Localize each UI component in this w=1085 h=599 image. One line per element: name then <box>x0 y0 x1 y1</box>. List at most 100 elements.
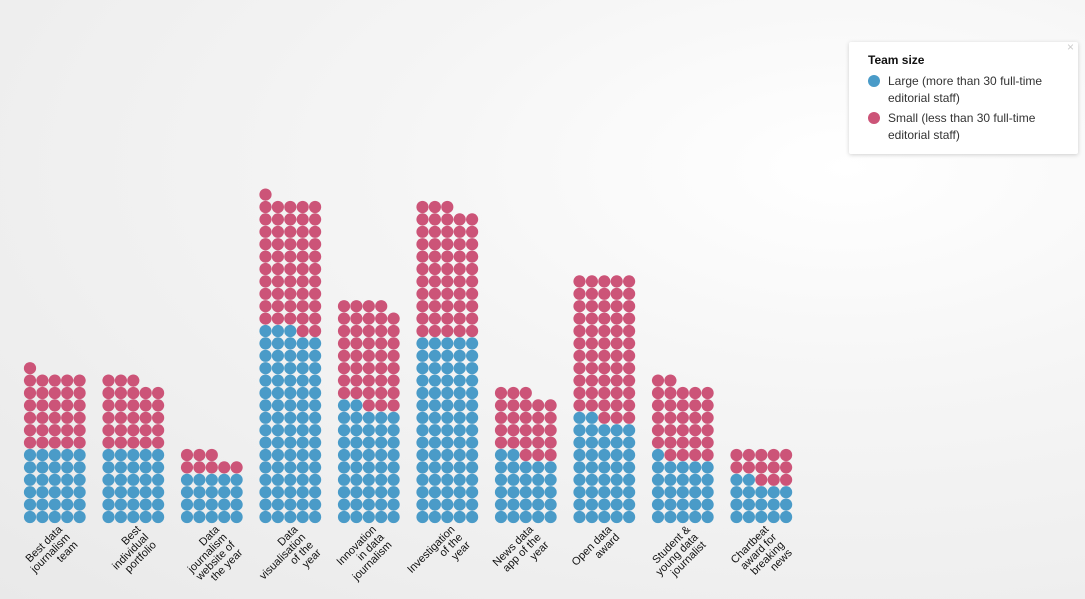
dot-small[interactable] <box>375 399 388 412</box>
dot-large[interactable] <box>259 461 272 474</box>
dot-small[interactable] <box>585 324 599 338</box>
dot-small[interactable] <box>428 238 441 251</box>
dot-large[interactable] <box>230 498 243 511</box>
dot-small[interactable] <box>610 287 623 300</box>
dot-large[interactable] <box>416 498 429 511</box>
dot-large[interactable] <box>152 448 165 462</box>
dot-large[interactable] <box>350 399 363 412</box>
dot-small[interactable] <box>453 262 466 276</box>
dot-large[interactable] <box>309 436 322 449</box>
dot-large[interactable] <box>428 374 441 387</box>
dot-large[interactable] <box>664 473 677 486</box>
dot-large[interactable] <box>507 461 520 474</box>
dot-large[interactable] <box>598 510 611 524</box>
dot-large[interactable] <box>453 411 466 424</box>
dot-small[interactable] <box>102 436 115 449</box>
dot-large[interactable] <box>350 448 363 462</box>
dot-large[interactable] <box>61 510 74 524</box>
dot-large[interactable] <box>453 362 466 375</box>
dot-large[interactable] <box>259 424 272 437</box>
dot-small[interactable] <box>573 386 586 400</box>
dot-large[interactable] <box>507 473 520 486</box>
dot-large[interactable] <box>573 436 586 449</box>
dot-small[interactable] <box>271 275 284 288</box>
column-news-data-app-of-the-year[interactable] <box>494 386 557 524</box>
dot-large[interactable] <box>296 424 309 437</box>
dot-large[interactable] <box>296 349 309 362</box>
dot-large[interactable] <box>139 473 152 486</box>
dot-large[interactable] <box>36 473 49 486</box>
dot-large[interactable] <box>623 498 636 511</box>
dot-small[interactable] <box>585 275 599 288</box>
dot-small[interactable] <box>494 424 508 437</box>
dot-small[interactable] <box>585 349 599 362</box>
column-data-journalism-website-of-the-year[interactable] <box>180 448 243 524</box>
dot-small[interactable] <box>259 275 272 288</box>
dot-small[interactable] <box>127 386 140 400</box>
dot-large[interactable] <box>610 473 623 486</box>
dot-large[interactable] <box>466 362 479 375</box>
dot-large[interactable] <box>284 399 297 412</box>
dot-small[interactable] <box>271 287 284 300</box>
dot-small[interactable] <box>296 200 309 214</box>
dot-large[interactable] <box>453 461 466 474</box>
dot-large[interactable] <box>585 510 599 524</box>
dot-small[interactable] <box>610 399 623 412</box>
dot-large[interactable] <box>507 498 520 511</box>
dot-small[interactable] <box>296 262 309 276</box>
dot-small[interactable] <box>284 262 297 276</box>
dot-small[interactable] <box>271 238 284 251</box>
dot-large[interactable] <box>623 424 636 437</box>
dot-small[interactable] <box>573 337 586 350</box>
dot-small[interactable] <box>651 411 665 424</box>
dot-small[interactable] <box>337 386 351 400</box>
dot-small[interactable] <box>623 374 636 387</box>
dot-large[interactable] <box>598 473 611 486</box>
dot-small[interactable] <box>573 324 586 338</box>
dot-large[interactable] <box>519 510 532 524</box>
dot-small[interactable] <box>585 362 599 375</box>
dot-large[interactable] <box>284 362 297 375</box>
dot-small[interactable] <box>259 287 272 300</box>
column-innovation-in-data-journalism[interactable] <box>337 300 400 524</box>
dot-small[interactable] <box>61 411 74 424</box>
dot-small[interactable] <box>296 238 309 251</box>
dot-large[interactable] <box>428 510 441 524</box>
dot-large[interactable] <box>651 461 665 474</box>
dot-small[interactable] <box>623 337 636 350</box>
dot-small[interactable] <box>23 386 37 400</box>
dot-large[interactable] <box>466 374 479 387</box>
dot-small[interactable] <box>755 473 768 486</box>
dot-large[interactable] <box>271 448 284 462</box>
dot-small[interactable] <box>441 312 454 325</box>
dot-small[interactable] <box>676 436 689 449</box>
dot-small[interactable] <box>284 300 297 313</box>
dot-large[interactable] <box>48 461 61 474</box>
dot-large[interactable] <box>767 486 780 499</box>
dot-small[interactable] <box>271 300 284 313</box>
dot-large[interactable] <box>742 510 756 524</box>
dot-small[interactable] <box>544 424 557 437</box>
dot-small[interactable] <box>466 287 479 300</box>
dot-large[interactable] <box>193 473 206 486</box>
dot-small[interactable] <box>259 188 272 201</box>
dot-small[interactable] <box>284 312 297 325</box>
dot-large[interactable] <box>193 510 206 524</box>
dot-large[interactable] <box>127 486 140 499</box>
dot-large[interactable] <box>730 486 743 499</box>
dot-small[interactable] <box>767 473 780 486</box>
dot-small[interactable] <box>375 337 388 350</box>
dot-small[interactable] <box>362 362 375 375</box>
dot-large[interactable] <box>61 486 74 499</box>
close-icon[interactable]: × <box>1066 40 1074 54</box>
dot-small[interactable] <box>375 312 388 325</box>
dot-large[interactable] <box>544 486 557 499</box>
dot-small[interactable] <box>48 374 61 387</box>
dot-large[interactable] <box>337 461 351 474</box>
dot-large[interactable] <box>271 337 284 350</box>
dot-large[interactable] <box>664 510 677 524</box>
dot-small[interactable] <box>416 225 429 238</box>
dot-large[interactable] <box>296 486 309 499</box>
dot-small[interactable] <box>375 362 388 375</box>
dot-large[interactable] <box>598 461 611 474</box>
